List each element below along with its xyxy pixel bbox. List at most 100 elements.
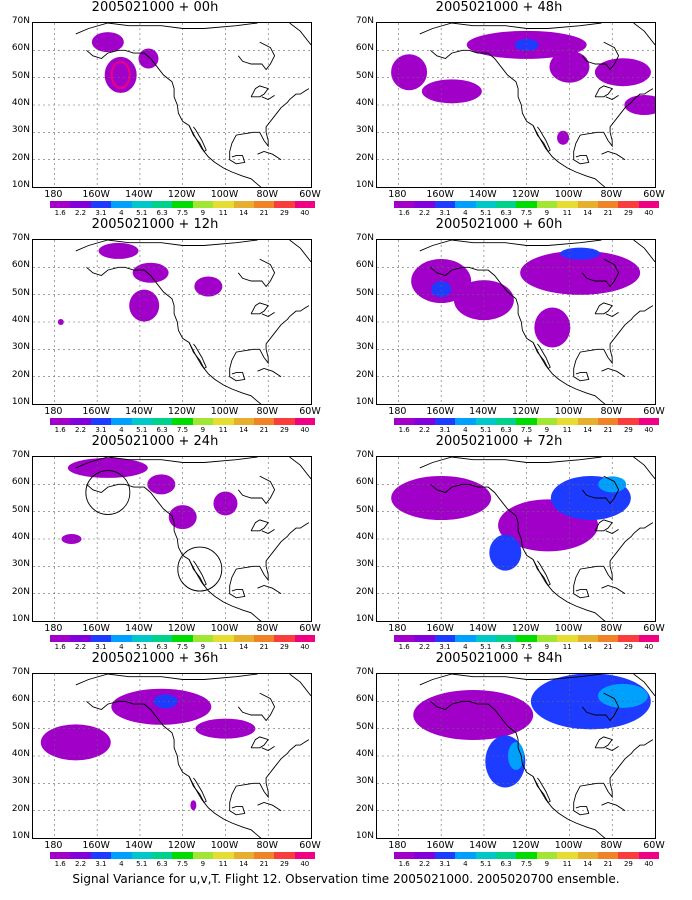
colorbar-level-label: 21 [603, 643, 613, 651]
colorbar-level-label: 40 [300, 209, 310, 217]
colorbar-level-label: 14 [583, 209, 593, 217]
colorbar-level-label: 1.6 [54, 426, 66, 434]
colorbar [50, 635, 316, 642]
lon-label: 180 [388, 406, 407, 417]
lat-label: 70N [11, 233, 30, 243]
lon-label: 60W [299, 406, 321, 417]
lat-label: 40N [355, 532, 374, 542]
lon-label: 100W [554, 189, 583, 200]
colorbar [50, 201, 316, 208]
colorbar-level-label: 6.3 [500, 426, 512, 434]
lat-label: 60N [355, 260, 374, 271]
lat-label: 20N [355, 803, 374, 814]
lat-label: 30N [355, 342, 374, 353]
lon-label: 100W [554, 623, 583, 634]
colorbar-level-label: 29 [623, 426, 633, 434]
colorbar-level-label: 7.5 [176, 643, 189, 651]
lon-label: 140W [469, 840, 497, 851]
colorbar-level-label: 29 [279, 209, 289, 217]
colorbar-level-label: 2.2 [75, 426, 87, 434]
colorbar-level-label: 2.2 [419, 426, 431, 434]
colorbar-level-label: 14 [583, 643, 593, 651]
lon-label: 80W [600, 406, 622, 417]
colorbar-level-label: 3.1 [95, 209, 107, 217]
map-panel: 2005021000 + 00h 70N 60N 50N 40N 30N 20N 10N 180… [0, 0, 330, 217]
colorbar-level-label: 4 [463, 426, 468, 434]
lon-label: 100W [210, 840, 239, 851]
lon-label: 160W [82, 189, 110, 200]
lon-label: 160W [82, 840, 110, 851]
colorbar-level-label: 1.6 [54, 643, 66, 651]
lon-label: 180 [388, 189, 407, 200]
colorbar-level-label: 9 [200, 643, 206, 651]
colorbar-level-label: 40 [644, 209, 654, 217]
colorbar-level-label: 4 [119, 426, 124, 434]
colorbar-level-label: 11 [218, 209, 228, 217]
lon-label: 160W [426, 840, 454, 851]
colorbar-level-label: 7.5 [176, 426, 189, 434]
lat-label: 50N [11, 721, 30, 732]
colorbar-level-label: 6.3 [500, 643, 512, 651]
lon-label: 80W [600, 840, 622, 851]
lat-label: 40N [355, 98, 374, 108]
lat-label: 50N [11, 504, 30, 515]
colorbar-level-label: 2.2 [75, 643, 87, 651]
lat-label: 20N [11, 152, 30, 163]
colorbar-level-label: 5.1 [480, 643, 492, 651]
lon-label: 60W [643, 189, 665, 200]
colorbar-labels: 1.6 2.2 3.1 4 5.1 6.3 7.5 9 11 14 21 29 40 [50, 860, 315, 869]
lon-label: 60W [299, 189, 321, 200]
lat-label: 30N [11, 776, 30, 787]
colorbar [394, 635, 660, 642]
lat-label: 50N [355, 504, 374, 515]
lat-label: 70N [355, 233, 374, 243]
colorbar-level-label: 9 [200, 860, 206, 868]
lon-label: 180 [44, 189, 63, 200]
lon-label: 140W [469, 623, 497, 634]
lat-label: 40N [11, 749, 30, 759]
colorbar-level-label: 29 [623, 643, 633, 651]
colorbar-level-label: 4 [119, 643, 124, 651]
panel-title: 2005021000 + 00h [91, 0, 219, 15]
colorbar-level-label: 6.3 [156, 643, 168, 651]
colorbar-level-label: 29 [279, 860, 289, 868]
colorbar-level-label: 1.6 [398, 209, 410, 217]
colorbar-level-label: 29 [279, 643, 289, 651]
lon-label: 140W [125, 840, 153, 851]
colorbar-level-label: 6.3 [156, 209, 168, 217]
colorbar-level-label: 6.3 [156, 860, 168, 868]
lon-label: 120W [167, 189, 196, 200]
map-panel: 2005021000 + 48h 70N 60N 50N 40N 30N 20N 10N 180… [344, 0, 674, 217]
colorbar-level-label: 7.5 [520, 209, 533, 217]
map-panel: 2005021000 + 36h 70N 60N 50N 40N 30N 20N 10N 180… [0, 651, 330, 869]
map-panel: 2005021000 + 12h 70N 60N 50N 40N 30N 20N 10N 180… [0, 217, 330, 434]
colorbar [50, 852, 316, 859]
lat-label: 70N [355, 667, 374, 677]
lon-label: 80W [256, 406, 278, 417]
colorbar-level-label: 2.2 [419, 643, 431, 651]
lon-label: 180 [388, 623, 407, 634]
colorbar-level-label: 6.3 [500, 209, 512, 217]
map-plot [376, 22, 656, 188]
lon-label: 60W [299, 623, 321, 634]
lat-label: 60N [355, 477, 374, 488]
lat-label: 10N [355, 180, 374, 190]
lon-label: 180 [44, 406, 63, 417]
colorbar-labels: 1.6 2.2 3.1 4 5.1 6.3 7.5 9 11 14 21 29 40 [394, 426, 659, 435]
map-plot [32, 673, 312, 839]
lat-label: 30N [355, 125, 374, 136]
colorbar-level-label: 14 [239, 643, 249, 651]
colorbar-level-label: 11 [562, 643, 572, 651]
map-plot [376, 673, 656, 839]
lat-label: 10N [11, 614, 30, 624]
colorbar-level-label: 4 [463, 643, 468, 651]
colorbar-level-label: 40 [644, 860, 654, 868]
lat-label: 60N [355, 43, 374, 54]
lat-label: 40N [355, 749, 374, 759]
lon-label: 120W [511, 840, 540, 851]
lon-label: 120W [511, 406, 540, 417]
lat-label: 20N [11, 369, 30, 380]
lat-label: 50N [355, 287, 374, 298]
colorbar-level-label: 9 [200, 426, 206, 434]
lat-label: 40N [11, 98, 30, 108]
